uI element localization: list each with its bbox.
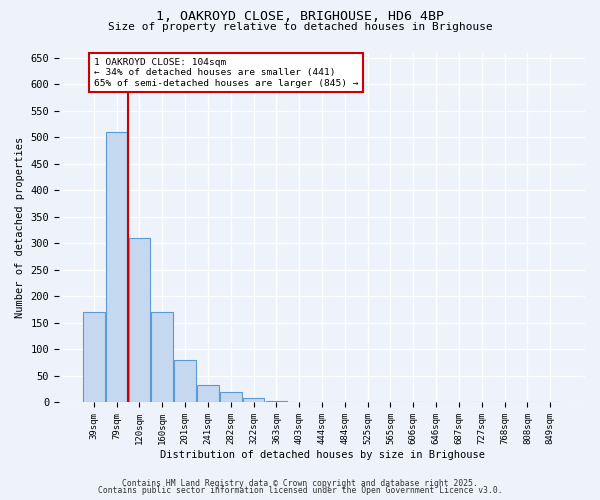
Text: Size of property relative to detached houses in Brighouse: Size of property relative to detached ho… [107,22,493,32]
Text: Contains public sector information licensed under the Open Government Licence v3: Contains public sector information licen… [98,486,502,495]
Text: Contains HM Land Registry data © Crown copyright and database right 2025.: Contains HM Land Registry data © Crown c… [122,478,478,488]
Bar [151,312,173,402]
Bar [197,385,219,402]
Text: 1 OAKROYD CLOSE: 104sqm
← 34% of detached houses are smaller (441)
65% of semi-d: 1 OAKROYD CLOSE: 104sqm ← 34% of detache… [94,58,358,88]
Y-axis label: Number of detached properties: Number of detached properties [15,137,25,318]
Bar [220,392,242,402]
Bar [106,132,127,402]
Text: 1, OAKROYD CLOSE, BRIGHOUSE, HD6 4BP: 1, OAKROYD CLOSE, BRIGHOUSE, HD6 4BP [156,10,444,23]
Bar [174,360,196,403]
Bar [83,312,104,402]
Bar [128,238,150,402]
Bar [243,398,265,402]
X-axis label: Distribution of detached houses by size in Brighouse: Distribution of detached houses by size … [160,450,485,460]
